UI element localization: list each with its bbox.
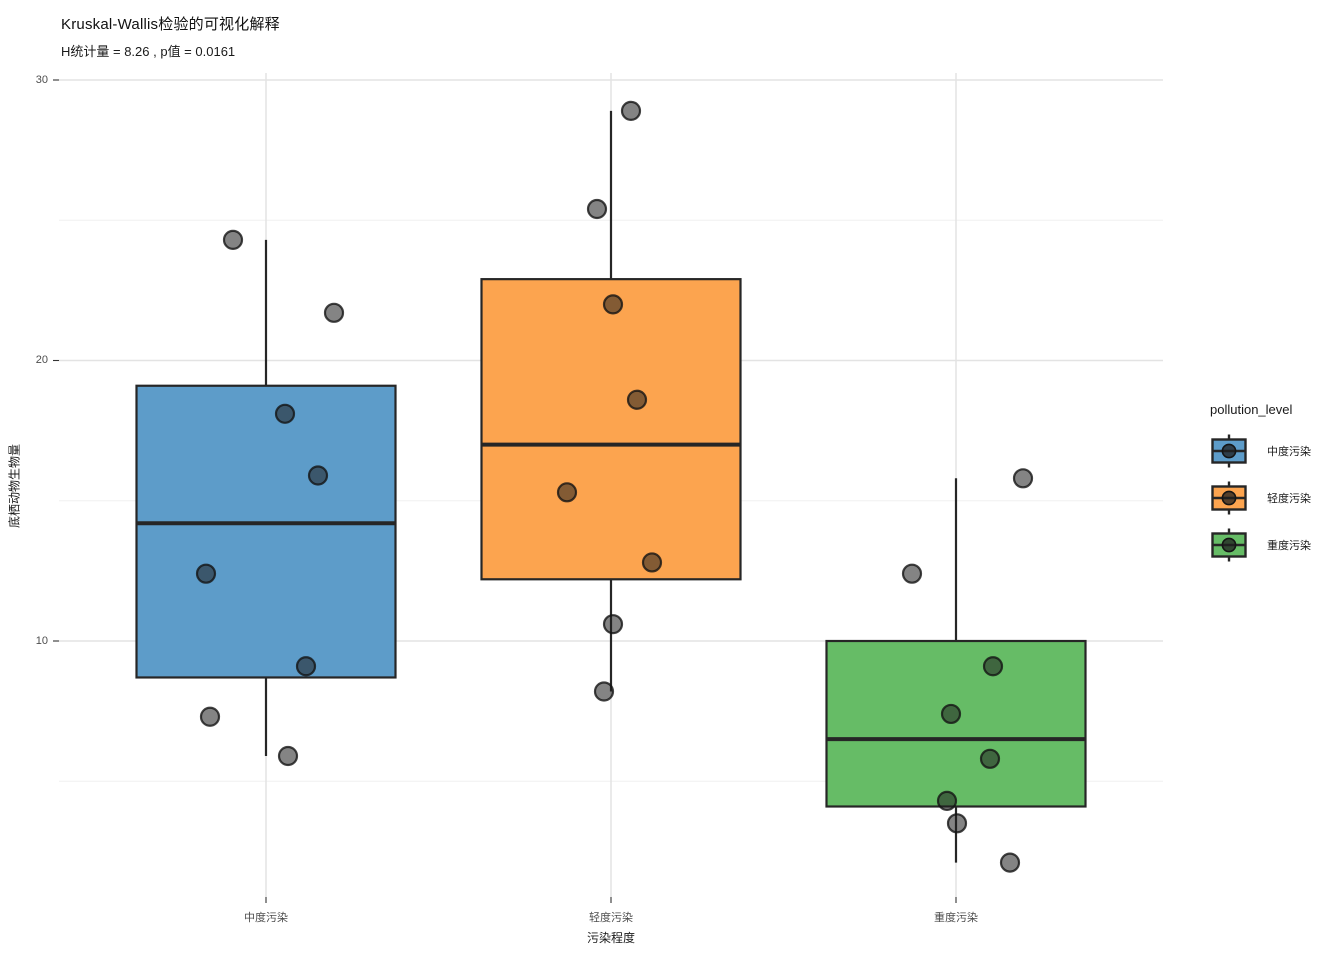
y-tick-label-20: 20 xyxy=(35,354,48,366)
legend: pollution_level 中度污染 轻度污染 xyxy=(1210,402,1311,574)
jitter-point-0-4 xyxy=(195,563,217,584)
jitter-point-1-6 xyxy=(602,614,624,635)
y-tick-label-30: 30 xyxy=(35,74,48,86)
jitter-point-1-4 xyxy=(556,482,578,503)
legend-item-2: 重度污染 xyxy=(1210,527,1311,563)
y-tick-label-10: 10 xyxy=(35,635,48,647)
legend-label-0: 中度污染 xyxy=(1267,446,1311,458)
box-group-0 xyxy=(135,384,397,679)
jitter-point-1-7 xyxy=(593,681,615,702)
y-axis-title: 底栖动物生物量 xyxy=(7,443,22,529)
jitter-point-1-0 xyxy=(620,100,642,121)
jitter-point-2-4 xyxy=(979,748,1001,769)
box-group-1 xyxy=(480,278,742,581)
jitter-point-2-2 xyxy=(982,656,1004,677)
jitter-point-2-6 xyxy=(946,813,968,834)
legend-label-1: 轻度污染 xyxy=(1267,493,1311,505)
legend-key-boxplot-icon xyxy=(1211,528,1247,562)
x-tick-label-group-2: 重度污染 xyxy=(934,912,978,924)
legend-key-boxplot-icon xyxy=(1211,434,1247,468)
chart-title: Kruskal-Wallis检验的可视化解释 xyxy=(61,16,280,33)
jitter-point-2-3 xyxy=(940,703,962,725)
jitter-point-1-2 xyxy=(602,294,624,315)
jitter-point-0-1 xyxy=(323,302,345,323)
jitter-point-1-5 xyxy=(641,552,663,573)
legend-item-0: 中度污染 xyxy=(1210,433,1311,469)
x-tick-label-group-0: 中度污染 xyxy=(244,912,288,924)
jitter-point-0-6 xyxy=(199,706,221,727)
jitter-point-0-7 xyxy=(277,745,299,767)
legend-key-boxplot-icon xyxy=(1211,481,1247,515)
box-group-2 xyxy=(825,639,1087,808)
jitter-point-2-7 xyxy=(999,852,1021,873)
jitter-point-0-2 xyxy=(274,403,296,424)
x-tick-label-group-1: 轻度污染 xyxy=(589,912,633,924)
jitter-point-1-1 xyxy=(586,198,608,220)
jitter-point-1-3 xyxy=(626,389,648,410)
x-axis-title: 污染程度 xyxy=(586,931,635,945)
jitter-point-2-1 xyxy=(901,563,923,584)
legend-item-1: 轻度污染 xyxy=(1210,480,1311,516)
jitter-point-0-3 xyxy=(307,465,329,486)
chart-subtitle: H统计量 = 8.26 , p值 = 0.0161 xyxy=(61,44,236,59)
jitter-point-0-0 xyxy=(222,229,244,250)
jitter-point-2-0 xyxy=(1012,468,1034,489)
legend-title: pollution_level xyxy=(1210,402,1293,417)
jitter-point-2-5 xyxy=(936,790,958,811)
jitter-point-0-5 xyxy=(295,656,317,677)
legend-label-2: 重度污染 xyxy=(1267,540,1311,552)
